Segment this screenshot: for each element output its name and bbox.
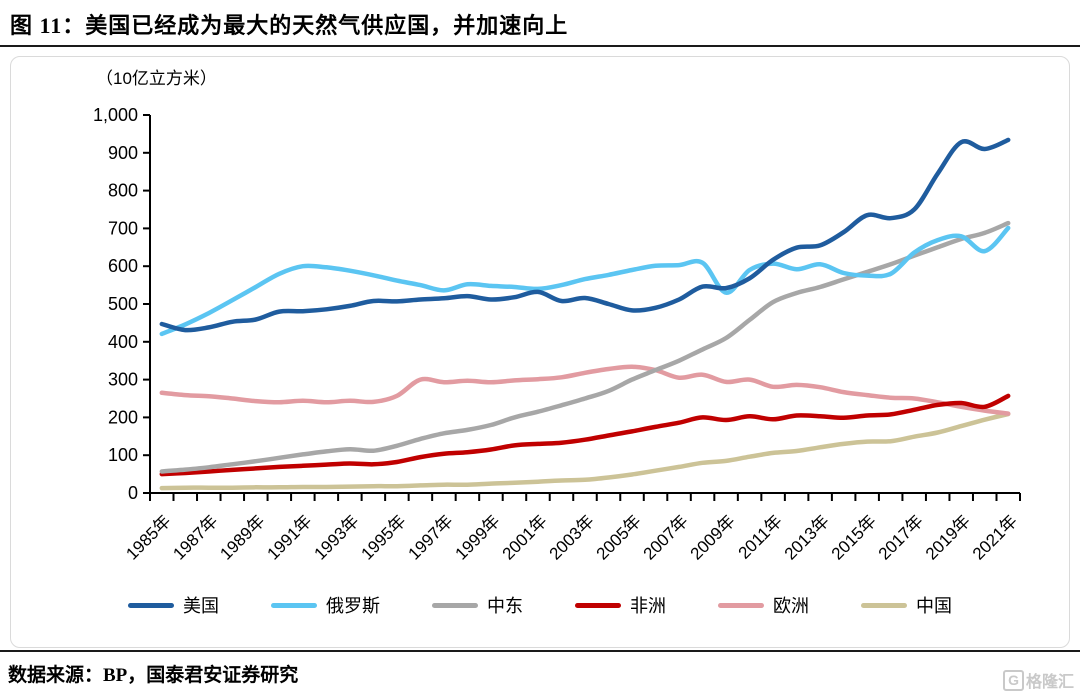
y-tick-label: 700 <box>108 218 138 238</box>
x-tick-label: 2009年 <box>687 511 739 563</box>
legend-item-russia: 俄罗斯 <box>271 592 380 618</box>
y-tick-label: 500 <box>108 294 138 314</box>
footer-divider <box>0 650 1080 652</box>
x-tick-label: 1987年 <box>169 511 221 563</box>
line-chart: 01002003004005006007008009001,0001985年19… <box>93 105 1021 564</box>
legend-swatch-usa <box>128 602 174 608</box>
legend-swatch-middle-east <box>432 602 478 608</box>
y-tick-label: 200 <box>108 407 138 427</box>
series-line-africa <box>159 393 1011 477</box>
legend-item-middle-east: 中东 <box>432 592 523 618</box>
x-tick-label: 2015年 <box>828 511 880 563</box>
series-line-usa <box>159 137 1011 333</box>
logo-text: 格隆汇 <box>1025 674 1074 691</box>
x-tick-label: 2011年 <box>735 511 786 562</box>
y-tick-label: 900 <box>108 143 138 163</box>
y-tick-label: 1,000 <box>93 105 138 125</box>
legend-item-china: 中国 <box>861 592 952 618</box>
x-tick-label: 2021年 <box>969 511 1021 563</box>
x-tick-label: 1985年 <box>122 511 174 563</box>
y-tick-label: 800 <box>108 181 138 201</box>
y-tick-label: 100 <box>108 445 138 465</box>
chart-panel <box>10 56 1070 648</box>
legend-swatch-africa <box>575 602 621 608</box>
x-tick-label: 1991年 <box>263 511 315 563</box>
legend-swatch-europe <box>718 602 764 608</box>
y-tick-label: 300 <box>108 370 138 390</box>
x-tick-label: 1993年 <box>310 511 362 563</box>
y-tick-label: 600 <box>108 256 138 276</box>
series-line-middle-east <box>159 220 1011 474</box>
legend-item-europe: 欧洲 <box>718 592 809 618</box>
x-tick-label: 1997年 <box>405 511 457 563</box>
legend-label-africa: 非洲 <box>630 596 666 616</box>
legend-item-usa: 美国 <box>128 592 219 618</box>
x-tick-label: 2019年 <box>922 511 974 563</box>
legend-label-usa: 美国 <box>183 596 219 616</box>
legend-item-africa: 非洲 <box>575 592 666 618</box>
data-source-text: 数据来源：BP，国泰君安证券研究 <box>8 665 299 686</box>
logo-g-icon: G <box>1003 669 1024 691</box>
legend-swatch-russia <box>271 602 317 608</box>
gelonghui-logo: G 格隆汇 <box>1003 668 1074 692</box>
series-line-russia <box>159 225 1011 337</box>
chart-legend: 美国 俄罗斯 中东 非洲 欧洲 中国 <box>0 592 1080 618</box>
series-line-europe <box>159 364 1011 416</box>
x-tick-label: 1989年 <box>216 511 268 563</box>
x-tick-label: 2007年 <box>640 511 692 563</box>
figure-title: 图 11：美国已经成为最大的天然气供应国，并加速向上 <box>10 13 569 38</box>
series-line-china <box>159 411 1011 491</box>
x-tick-label: 2017年 <box>875 511 927 563</box>
x-tick-label: 2005年 <box>593 511 645 563</box>
y-tick-label: 0 <box>128 483 138 503</box>
x-tick-label: 2001年 <box>499 511 551 563</box>
title-divider <box>0 45 1080 47</box>
legend-label-russia: 俄罗斯 <box>326 596 380 616</box>
x-tick-label: 2013年 <box>781 511 833 563</box>
legend-label-europe: 欧洲 <box>773 596 809 616</box>
x-tick-label: 1999年 <box>452 511 504 563</box>
legend-label-middle-east: 中东 <box>487 596 523 616</box>
legend-swatch-china <box>861 602 907 608</box>
x-tick-label: 2003年 <box>546 511 598 563</box>
y-axis-unit-label: （10亿立方米） <box>96 69 217 88</box>
legend-label-china: 中国 <box>916 596 952 616</box>
x-tick-label: 1995年 <box>358 511 410 563</box>
y-tick-label: 400 <box>108 332 138 352</box>
